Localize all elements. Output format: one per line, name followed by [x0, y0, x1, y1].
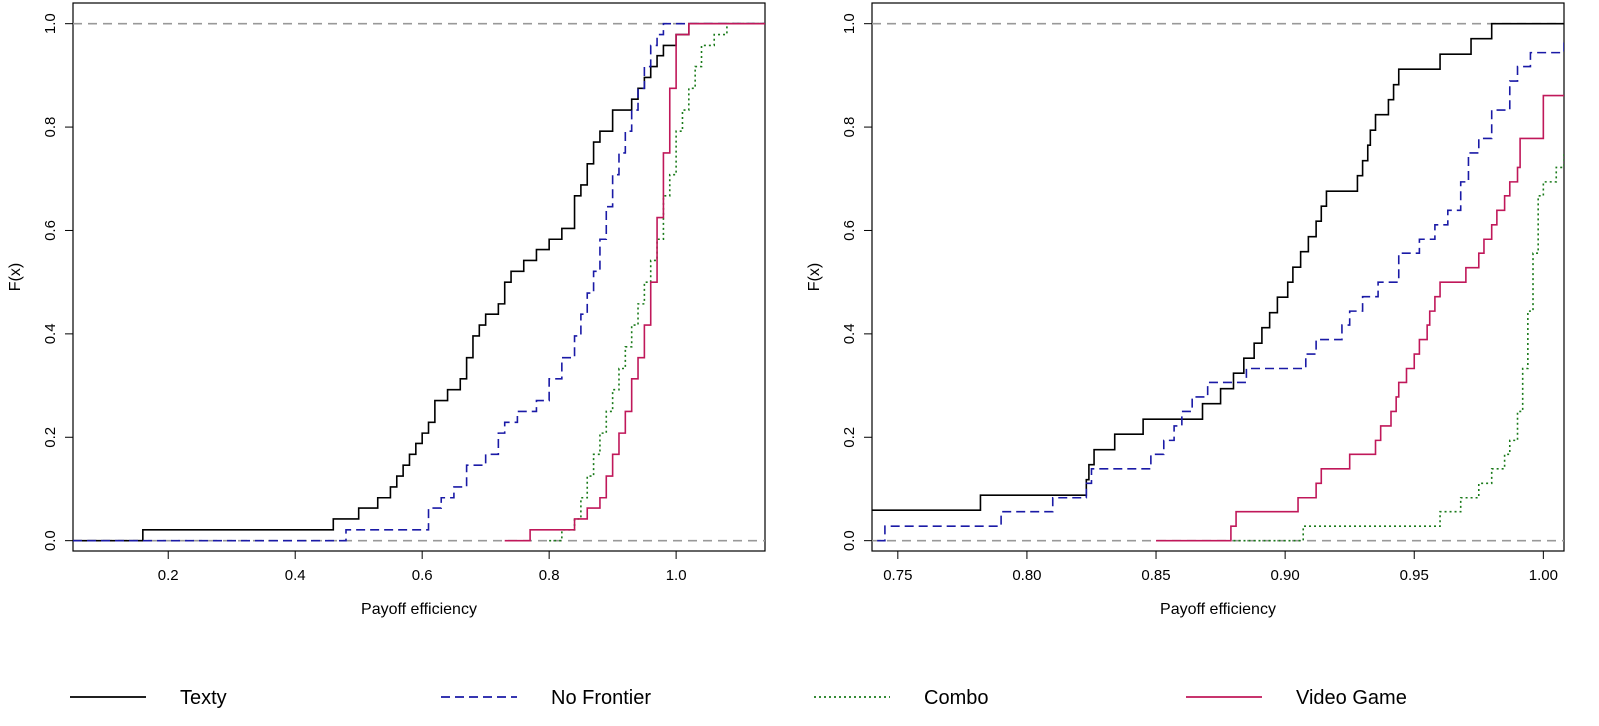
plot-frame: [72, 2, 766, 552]
x-tick-label: 0.8: [539, 567, 560, 584]
series-line-video-game: [1156, 94, 1564, 542]
legend-label-texty: Texty: [180, 687, 227, 709]
x-tick-label: 0.80: [1012, 567, 1041, 584]
y-tick-label: 0.6: [841, 220, 858, 241]
series-line-no-frontier: [877, 38, 1564, 542]
x-tick-label: 1.0: [666, 567, 687, 584]
legend: Texty No Frontier Combo Video Game: [70, 687, 1407, 709]
legend-label-no-frontier: No Frontier: [551, 687, 651, 709]
chart-panel-right: 0.75 0.80 0.85 0.90 0.95 1.00 0.0 0.2 0.4 0.6 0.8 1…: [806, 2, 1565, 618]
series-line-video-game: [504, 22, 765, 542]
y-tick-label: 0.0: [841, 530, 858, 551]
series-line-no-frontier: [73, 22, 765, 542]
x-tick-label: 0.75: [883, 567, 912, 584]
y-tick-label: 1.0: [841, 13, 858, 34]
x-tick-label: 0.85: [1141, 567, 1170, 584]
x-tick-label: 0.6: [412, 567, 433, 584]
legend-label-video-game: Video Game: [1296, 687, 1407, 709]
series-line-texty: [73, 22, 765, 542]
x-axis-label: Payoff efficiency: [361, 601, 477, 618]
x-tick-label: 0.90: [1271, 567, 1300, 584]
y-tick-label: 0.4: [42, 323, 59, 344]
y-tick-label: 0.4: [841, 323, 858, 344]
y-tick-label: 0.2: [841, 427, 858, 448]
series-line-texty: [872, 22, 1564, 511]
series-line-combo: [1233, 152, 1564, 542]
y-tick-label: 0.8: [841, 117, 858, 138]
legend-label-combo: Combo: [924, 687, 988, 709]
x-axis-label: Payoff efficiency: [1160, 601, 1276, 618]
y-tick-label: 0.2: [42, 427, 59, 448]
y-tick-label: 0.0: [42, 530, 59, 551]
x-tick-label: 0.2: [158, 567, 179, 584]
x-tick-label: 1.00: [1529, 567, 1558, 584]
y-tick-label: 1.0: [42, 13, 59, 34]
plot-frame: [871, 2, 1565, 552]
y-axis-label: F(x): [7, 263, 24, 291]
x-tick-label: 0.95: [1400, 567, 1429, 584]
y-tick-label: 0.6: [42, 220, 59, 241]
chart-panel-left: 0.2 0.4 0.6 0.8 1.0 0.0 0.2 0.4 0.6 0.8 1.0 Payoff …: [7, 2, 766, 618]
y-tick-label: 0.8: [42, 117, 59, 138]
y-axis-label: F(x): [806, 263, 823, 291]
x-tick-label: 0.4: [285, 567, 306, 584]
